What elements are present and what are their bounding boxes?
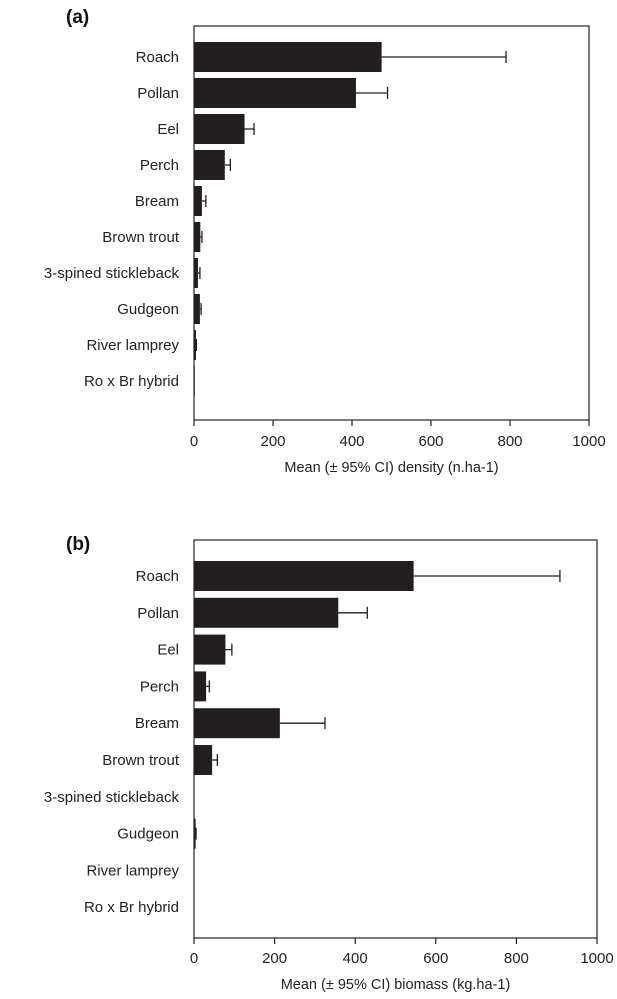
bar-river-lamprey: [194, 330, 196, 360]
category-label: Ro x Br hybrid: [84, 899, 179, 916]
error-bar: [224, 159, 231, 171]
panel-label: (b): [66, 534, 90, 555]
error-bar: [212, 754, 219, 766]
x-tick-label: 400: [339, 433, 364, 450]
error-bar: [279, 717, 326, 730]
bar-pollan: [194, 597, 339, 628]
category-label: Ro x Br hybrid: [84, 373, 179, 390]
x-tick-label: 600: [418, 433, 443, 450]
x-tick-label: 0: [190, 950, 198, 967]
error-bar: [413, 570, 561, 582]
error-bar: [381, 51, 507, 63]
category-label: Gudgeon: [117, 826, 179, 843]
category-label: Eel: [157, 642, 179, 659]
error-bar: [199, 303, 202, 315]
category-label: River lamprey: [86, 862, 179, 879]
category-label: Pollan: [137, 85, 179, 102]
x-tick-label: 800: [497, 433, 522, 450]
x-tick-label: 1000: [580, 950, 613, 967]
bar-perch: [194, 150, 225, 180]
panel-label: (a): [66, 7, 89, 28]
x-tick-label: 200: [260, 433, 285, 450]
bar-gudgeon: [194, 818, 196, 849]
category-label: Perch: [140, 678, 179, 695]
bar-roach: [194, 561, 414, 591]
bar-roach: [194, 42, 382, 72]
x-tick-label: 800: [504, 950, 529, 967]
bar-3-spined-stickleback: [194, 258, 198, 288]
category-label: Eel: [157, 121, 179, 138]
category-label: Brown trout: [102, 752, 180, 769]
x-axis-title: Mean (± 95% CI) biomass (kg.ha-1): [281, 977, 511, 993]
error-bar: [201, 195, 207, 207]
bar-ro-x-br-hybrid: [194, 366, 195, 396]
bar-pollan: [194, 78, 356, 108]
category-label: Perch: [140, 157, 179, 174]
bar-eel: [194, 114, 245, 144]
category-label: Roach: [136, 568, 179, 585]
category-label: Roach: [136, 49, 179, 66]
category-label: 3-spined stickleback: [44, 265, 180, 282]
category-label: Bream: [135, 715, 179, 732]
bar-eel: [194, 634, 226, 665]
x-axis-title: Mean (± 95% CI) density (n.ha-1): [284, 460, 498, 476]
bar-gudgeon: [194, 294, 200, 324]
panel-b: (b) Roach Pollan Eel Perch Bream Brown trout 3-…: [44, 534, 614, 993]
error-bar: [200, 231, 203, 243]
category-label: Brown trout: [102, 229, 180, 246]
error-bar: [206, 680, 210, 693]
category-label: Pollan: [137, 605, 179, 622]
error-bar: [197, 267, 201, 279]
error-bar: [244, 123, 255, 135]
x-tick-label: 0: [190, 433, 198, 450]
category-label: 3-spined stickleback: [44, 789, 180, 806]
error-bar: [225, 643, 233, 656]
x-tick-label: 400: [343, 950, 368, 967]
bar-bream: [194, 186, 202, 216]
bar-brown-trout: [194, 745, 213, 775]
category-label: Bream: [135, 193, 179, 210]
category-label: River lamprey: [86, 337, 179, 354]
category-label: Gudgeon: [117, 301, 179, 318]
bar-bream: [194, 708, 280, 739]
error-bar: [338, 606, 368, 619]
x-tick-label: 1000: [572, 433, 605, 450]
x-tick-label: 200: [262, 950, 287, 967]
x-tick-label: 600: [423, 950, 448, 967]
bar-brown-trout: [194, 222, 201, 252]
plot-frame: [193, 539, 598, 939]
bar-perch: [194, 671, 207, 702]
error-bar: [355, 87, 389, 99]
panel-a: (a) Roach Pollan Eel Perch Bream Brown trout 3-…: [44, 7, 606, 476]
